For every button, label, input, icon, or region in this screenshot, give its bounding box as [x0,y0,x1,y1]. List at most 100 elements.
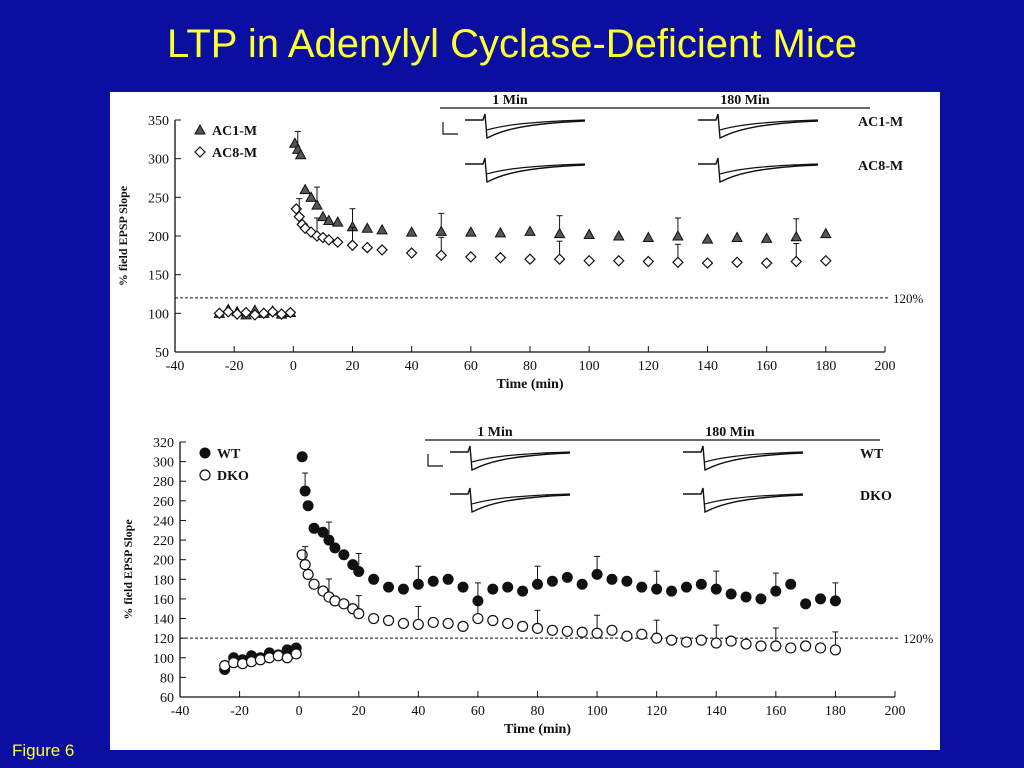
trace-1min-wt [450,445,571,472]
x-tick-label: 140 [706,704,727,719]
data-point [591,627,603,639]
data-point [382,614,395,627]
data-point [695,634,707,646]
data-point [576,626,588,638]
data-point [576,578,588,590]
y-tick-label: 300 [153,456,174,471]
data-point [672,256,684,269]
data-point [427,575,439,587]
data-point [531,622,544,634]
data-point [305,191,317,202]
data-point [376,223,388,235]
inset-traces: 1 Min 180 Min WT DKO [425,425,892,514]
data-point [296,549,308,561]
data-point [502,617,514,630]
data-point [612,254,625,267]
data-point [561,571,573,583]
x-tick-label: 200 [885,704,906,719]
data-point [666,585,678,597]
data-point [435,225,448,236]
y-tick-label: 350 [148,114,169,129]
trace-180min-wt [683,445,804,472]
data-point [346,239,359,252]
x-tick-label: 120 [646,704,667,719]
reference-line-label: 120% [903,631,934,646]
trace-1min-ac1-m-second [486,119,586,131]
series-ac8-m [213,198,832,321]
trace-180min-ac8-m-second [719,163,819,175]
x-tick-label: 0 [296,704,303,719]
data-point [472,612,484,625]
y-tick-label: 300 [148,153,169,168]
trace-180min-wt-second [704,451,804,463]
data-point [254,654,267,666]
y-tick-label: 50 [155,346,169,361]
data-point [347,559,359,571]
data-point [296,451,308,463]
data-point [740,591,752,603]
data-point [284,306,297,319]
trace-1min-ac1-m [465,113,586,140]
data-point [376,244,388,256]
x-tick-label: 20 [346,359,360,374]
y-axis-label: % field EPSP Slope [121,519,135,620]
inset-row-label: WT [860,447,884,462]
data-point [770,585,782,597]
data-point [290,648,302,660]
data-point [272,650,284,662]
data-point [397,583,409,595]
data-point [651,583,663,595]
y-axis-label: % field EPSP Slope [116,185,130,286]
data-point [546,624,558,636]
x-axis-label: Time (min) [496,377,563,392]
data-point [368,573,380,585]
data-point [680,636,693,648]
x-tick-label: 40 [411,704,425,719]
data-point [222,305,235,318]
data-point [701,233,714,244]
data-point [338,598,350,610]
y-tick-label: 80 [160,671,174,686]
y-tick-label: 150 [148,269,169,284]
x-axis-label: Time (min) [504,722,571,737]
data-point [457,581,469,593]
x-tick-label: 0 [290,359,297,374]
data-point [651,632,663,644]
data-point [353,608,365,620]
legend-marker [194,123,206,135]
x-tick-label: 180 [815,359,836,374]
data-point [755,640,767,652]
data-point [323,534,335,546]
data-point [532,578,543,590]
trace-180min-ac8-m [698,157,819,184]
data-point [710,583,722,595]
data-point [361,222,374,233]
data-point [553,227,566,239]
x-tick-label: -20 [225,359,244,374]
legend-marker [199,469,211,481]
legend-marker [199,447,211,459]
data-point [311,199,323,210]
trace-180min-dko-second [704,493,804,505]
data-point [583,254,596,267]
data-point [442,573,454,585]
x-tick-label: -40 [171,704,190,719]
y-tick-label: 280 [153,475,174,490]
data-point [740,638,752,650]
x-tick-label: 60 [471,704,485,719]
inset-header: 1 Min [477,425,513,440]
data-point [299,485,311,497]
data-point [464,251,477,263]
x-tick-label: -20 [230,704,249,719]
y-tick-label: 240 [153,514,174,529]
data-point [770,640,782,652]
data-point [245,656,258,668]
data-point [494,251,507,264]
data-point [302,568,314,581]
data-point [829,595,841,607]
figure-panel: 50 100 150 200 250 300 350 -40 -20 0 20 40 60 80 100 12… [110,92,940,750]
data-point [412,618,424,631]
data-point [494,226,507,238]
data-point [815,593,827,605]
data-point [457,620,469,632]
